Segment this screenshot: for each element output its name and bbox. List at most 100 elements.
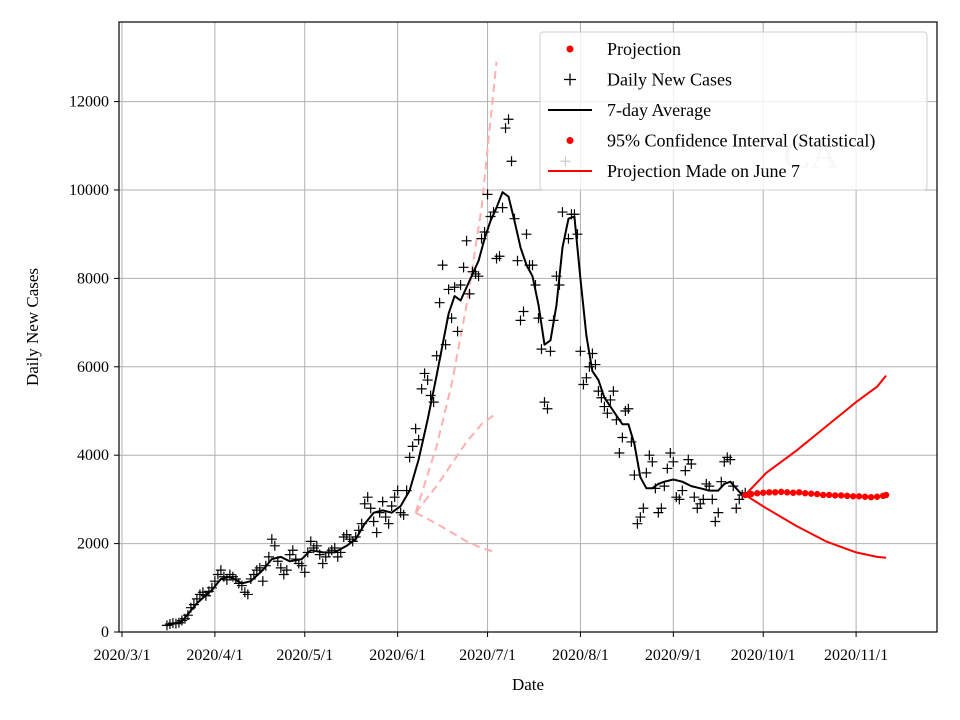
daily-case-point [608,386,619,397]
daily-case-point [647,456,658,467]
daily-case-point [287,545,298,556]
projection-point [819,491,827,499]
projection-point [748,490,755,498]
projection-point [867,493,875,501]
projection-point [843,492,851,500]
series-line-95-ci-lower [744,494,887,559]
daily-case-point [659,481,670,492]
daily-case-point [359,498,370,509]
projection-point [795,489,803,496]
legend-box [539,31,928,191]
projection-point [807,490,815,497]
daily-case-point [710,516,721,527]
daily-case-point [362,492,373,503]
projection-point [777,488,785,496]
projection-point [801,490,809,497]
daily-case-point [500,123,511,134]
projection-point [760,489,767,496]
daily-case-point [437,260,448,271]
daily-case-point [422,375,433,386]
daily-case-point [602,408,613,419]
daily-case-point [482,189,493,200]
daily-case-point [503,114,514,125]
daily-case-point [497,202,508,213]
daily-case-point [545,346,556,357]
daily-cases-points [161,114,751,631]
daily-case-point [449,282,460,293]
daily-case-point [452,326,463,337]
series-line-95-ci-upper [744,374,887,496]
daily-case-point [614,447,625,458]
daily-case-point [419,368,430,379]
y-tick-label: 6000 [77,359,109,376]
daily-case-point [707,494,718,505]
daily-case-point [377,496,388,507]
y-tick-label: 12000 [69,94,109,111]
daily-case-point [638,503,649,514]
daily-case-point [665,447,676,458]
daily-case-point [464,288,475,299]
daily-case-point [674,494,685,505]
projection-point [861,493,869,500]
projection-point [771,489,779,496]
daily-case-point [713,507,724,518]
daily-case-point [311,540,322,551]
legend-entry-label: 7-day Average [607,100,711,120]
daily-case-point [521,229,532,240]
daily-case-point [686,459,697,470]
daily-case-point [473,271,484,282]
daily-case-point [365,503,376,514]
daily-case-point [680,465,691,476]
x-tick-label: 2020/10/1 [731,647,796,664]
daily-case-point [557,207,568,218]
daily-case-point [392,485,403,496]
legend-entry-label: 95% Confidence Interval (Statistical) [607,131,875,152]
daily-case-point [725,454,736,465]
daily-case-point [578,379,589,390]
daily-case-point [533,313,544,324]
series-line-7-day-average [166,191,746,627]
x-tick-label: 2020/3/1 [94,647,151,664]
daily-case-point [515,315,526,326]
daily-case-point [269,540,280,551]
daily-case-point [641,467,652,478]
daily-case-point [263,551,274,562]
projection-points [742,488,890,501]
projection-point [766,489,773,496]
daily-case-point [584,361,595,372]
daily-case-point [731,503,742,514]
x-tick-label: 2020/4/1 [186,647,243,664]
daily-case-point [512,255,523,266]
legend-marker-dot [566,45,574,53]
daily-case-point [404,452,415,463]
daily-case-point [677,485,688,496]
y-tick-label: 10000 [69,182,109,199]
daily-case-point [704,481,715,492]
y-tick-label: 2000 [77,536,109,553]
x-tick-label: 2020/7/1 [459,647,516,664]
series-line-projection-made-on-june-7-lower- [415,511,497,554]
daily-case-point [386,501,397,512]
daily-case-point [662,463,673,474]
legend-entry-label: Projection Made on June 7 [607,161,800,181]
daily-case-point [398,509,409,520]
daily-case-point [434,297,445,308]
y-axis-label: Daily New Cases [23,268,42,386]
daily-case-point [389,492,400,503]
daily-case-point [380,512,391,523]
daily-case-point [527,260,538,271]
axis-ticks: 2020/3/1 2020/4/1 2020/5/1 2020/6/1 2020/7/1… [69,94,888,664]
x-tick-label: 2020/5/1 [276,647,333,664]
daily-case-point [215,565,226,576]
legend-marker-dot [566,137,574,144]
daily-case-point [581,372,592,383]
plot-frame [118,21,938,633]
daily-case-point [716,476,727,487]
daily-case-point [266,534,277,545]
daily-case-point [443,284,454,295]
legend: Projection Daily New Cases 7-day Average 95… [539,31,928,191]
daily-case-point [506,156,517,167]
daily-case-point [539,397,550,408]
daily-case-point [698,494,709,505]
y-tick-label: 8000 [77,270,109,287]
